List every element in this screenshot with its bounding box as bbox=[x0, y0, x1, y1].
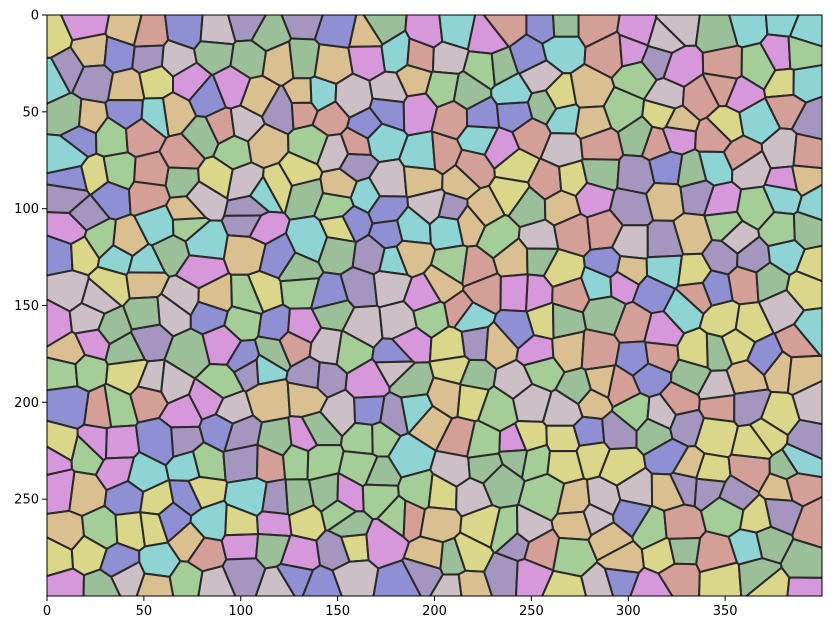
x-tick-label: 50 bbox=[136, 604, 153, 619]
grain-cell bbox=[220, 533, 260, 561]
x-tick-label: 0 bbox=[43, 604, 51, 619]
grain-cell bbox=[663, 503, 707, 540]
x-tick-label: 350 bbox=[713, 604, 738, 619]
y-tick-label: 0 bbox=[31, 9, 39, 24]
grain-cell bbox=[668, 537, 702, 566]
grain-cell bbox=[786, 418, 822, 461]
grain-cell bbox=[133, 150, 170, 187]
grain-cell bbox=[222, 443, 259, 484]
grain-cell bbox=[792, 132, 822, 170]
grain-cell bbox=[781, 442, 822, 479]
grain-cell bbox=[580, 328, 621, 371]
x-tick-label: 200 bbox=[422, 604, 447, 619]
grain-cell bbox=[572, 415, 606, 447]
y-axis: 0 50 100 150 200 250 bbox=[14, 9, 47, 508]
grain-cell bbox=[786, 576, 822, 596]
grain-cell bbox=[645, 182, 685, 222]
x-axis: 0 50 100 150 200 250 300 350 bbox=[43, 596, 738, 619]
y-tick-label: 50 bbox=[22, 105, 39, 120]
y-tick-label: 100 bbox=[14, 202, 39, 217]
grain-cell bbox=[552, 15, 580, 38]
grain-cell bbox=[105, 424, 141, 460]
grain-cell bbox=[138, 65, 174, 100]
grain-image bbox=[47, 15, 822, 596]
y-tick-label: 200 bbox=[14, 396, 39, 411]
y-tick-label: 150 bbox=[14, 299, 39, 314]
x-tick-label: 300 bbox=[616, 604, 641, 619]
grain-cell bbox=[256, 510, 293, 537]
grain-cell bbox=[727, 265, 760, 306]
grain-cell bbox=[261, 478, 289, 516]
y-tick-label: 250 bbox=[14, 493, 39, 508]
grain-cells bbox=[47, 15, 822, 596]
grain-cell bbox=[499, 273, 529, 313]
x-tick-label: 250 bbox=[519, 604, 544, 619]
grain-cell bbox=[460, 326, 490, 362]
x-tick-label: 150 bbox=[325, 604, 350, 619]
grain-cell bbox=[282, 443, 310, 481]
x-tick-label: 100 bbox=[228, 604, 253, 619]
